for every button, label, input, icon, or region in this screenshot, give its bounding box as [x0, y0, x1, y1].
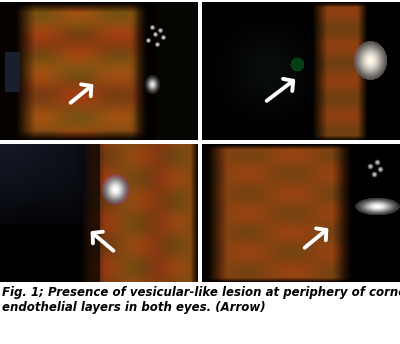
Text: Fig. 1; Presence of vesicular-like lesion at periphery of corneal
endothelial la: Fig. 1; Presence of vesicular-like lesio… [2, 286, 400, 314]
